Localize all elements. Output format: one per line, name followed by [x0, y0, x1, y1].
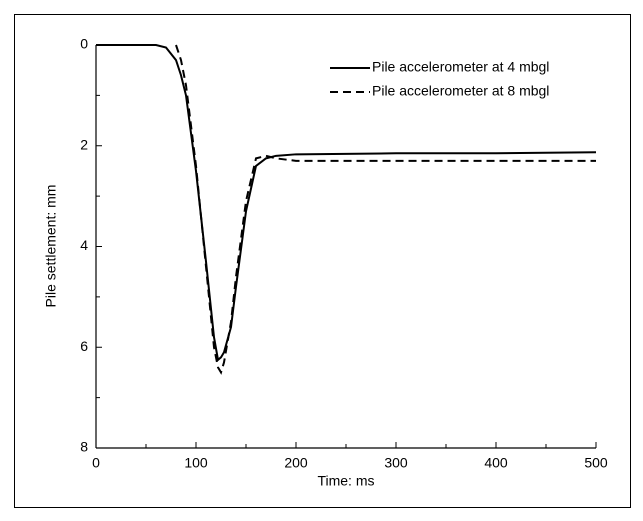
series-line: [96, 44, 597, 362]
y-tick-label: 0: [80, 36, 88, 52]
frame: [14, 14, 631, 508]
y-tick-label: 4: [80, 237, 88, 253]
legend-label: Pile accelerometer at 4 mbgl: [372, 59, 549, 75]
x-tick-label: 300: [384, 455, 408, 471]
x-tick-label: 0: [92, 455, 100, 471]
y-tick-label: 6: [80, 338, 88, 354]
x-tick-label: 500: [584, 455, 608, 471]
y-tick-label: 2: [80, 136, 88, 152]
series-line: [175, 44, 596, 375]
x-axis-label: Time: ms: [317, 473, 374, 489]
x-tick-label: 400: [484, 455, 508, 471]
x-tick-label: 200: [284, 455, 308, 471]
x-tick-label: 100: [184, 455, 208, 471]
y-tick-label: 8: [80, 439, 88, 455]
y-axis-label: Pile settlement: mm: [43, 185, 59, 308]
legend-label: Pile accelerometer at 8 mbgl: [372, 83, 549, 99]
